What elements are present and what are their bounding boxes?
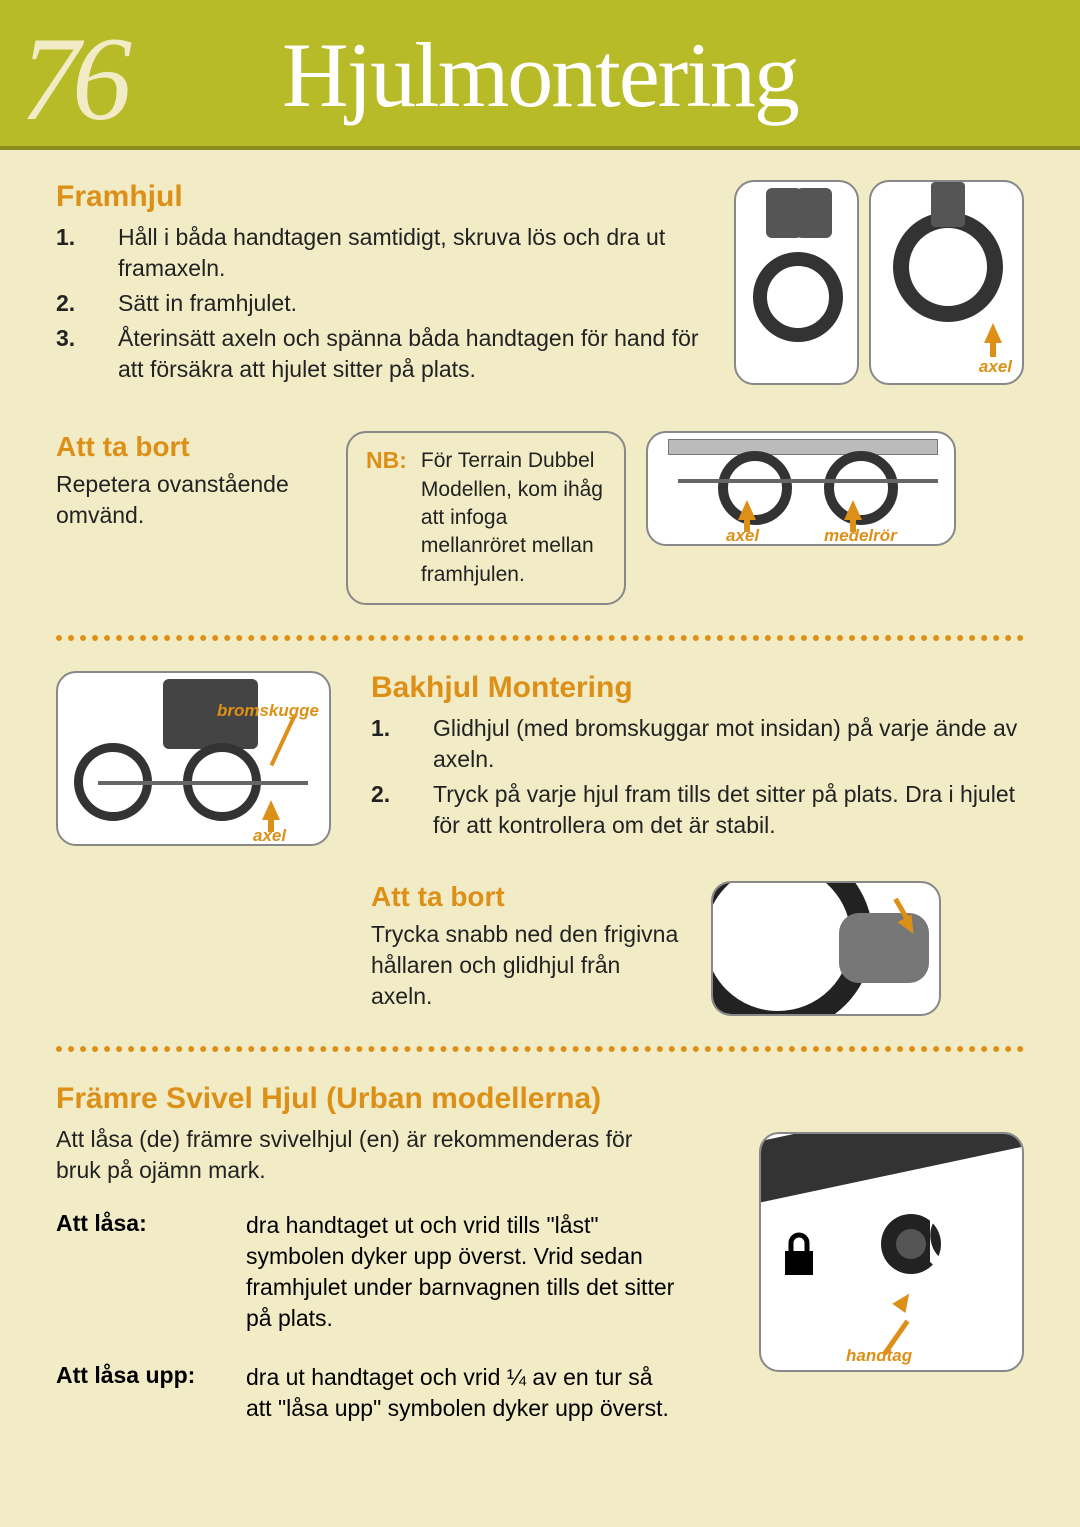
att-ta-bort-body: Repetera ovanstående omvänd. [56,469,326,531]
illus-framhjul-hands [734,180,859,385]
illus-svivel-lock: handtag [759,1132,1024,1372]
step-text: Håll i båda handtagen samtidigt, skruva … [118,222,714,284]
definition-list: Att låsa: dra handtaget ut och vrid till… [56,1210,739,1424]
header-band: 76 Hjulmontering [0,0,1080,150]
illus-terrain-double: axel medelrör [646,431,956,546]
label-handtag: handtag [846,1346,912,1366]
step-text: Tryck på varje hjul fram tills det sitte… [433,779,1024,841]
step-number: 1. [371,713,433,775]
bakhjul-steps: 1.Glidhjul (med bromskuggar mot insidan)… [371,713,1024,841]
step-text: Återinsätt axeln och spänna båda handtag… [118,323,714,385]
step-number: 2. [371,779,433,841]
illus-bakhjul: bromskugge axel [56,671,331,846]
step-text: Sätt in framhjulet. [118,288,297,319]
step-text: Glidhjul (med bromskuggar mot insidan) p… [433,713,1024,775]
lock-icon [779,1229,819,1279]
label-axel-3: axel [253,826,286,846]
label-medelror: medelrör [824,526,897,546]
def-term: Att låsa upp: [56,1362,246,1424]
heading-framhjul: Framhjul [56,180,714,214]
page-number: 76 [20,10,124,148]
illus-remove-rear [711,881,941,1016]
list-item: 2.Tryck på varje hjul fram tills det sit… [371,779,1024,841]
page-title: Hjulmontering [0,0,1080,150]
list-item: 3.Återinsätt axeln och spänna båda handt… [56,323,714,385]
heading-att-ta-bort: Att ta bort [56,431,326,463]
section-svivel: Främre Svivel Hjul (Urban modellerna) At… [56,1082,1024,1452]
heading-svivel: Främre Svivel Hjul (Urban modellerna) [56,1082,739,1116]
divider-1 [56,635,1024,641]
framhjul-steps: 1.Håll i båda handtagen samtidigt, skruv… [56,222,714,385]
list-item: 1.Glidhjul (med bromskuggar mot insidan)… [371,713,1024,775]
nb-text: För Terrain Dubbel Modellen, kom ihåg at… [421,447,606,589]
section-att-ta-bort-top: Att ta bort Repetera ovanstående omvänd.… [56,431,1024,605]
step-number: 1. [56,222,118,284]
def-row: Att låsa upp: dra ut handtaget och vrid … [56,1362,739,1424]
label-bromskugge: bromskugge [217,701,319,721]
nb-label: NB: [366,447,407,589]
heading-att-ta-bort-2: Att ta bort [371,881,681,913]
section-bakhjul: bromskugge axel Bakhjul Montering 1.Glid… [56,671,1024,1016]
def-term: Att låsa: [56,1210,246,1334]
illus-framhjul-axel: axel [869,180,1024,385]
label-axel: axel [979,357,1012,377]
nb-box: NB: För Terrain Dubbel Modellen, kom ihå… [346,431,626,605]
list-item: 1.Håll i båda handtagen samtidigt, skruv… [56,222,714,284]
list-item: 2.Sätt in framhjulet. [56,288,714,319]
step-number: 2. [56,288,118,319]
curve-arrow-icon [930,1194,1010,1284]
step-number: 3. [56,323,118,385]
svivel-intro: Att låsa (de) främre svivelhjul (en) är … [56,1124,676,1186]
heading-bakhjul: Bakhjul Montering [371,671,1024,705]
content-area: Framhjul 1.Håll i båda handtagen samtidi… [0,150,1080,1453]
def-desc: dra handtaget ut och vrid tills "låst" s… [246,1210,676,1334]
def-row: Att låsa: dra handtaget ut och vrid till… [56,1210,739,1334]
label-axel-2: axel [726,526,759,546]
def-desc: dra ut handtaget och vrid ¼ av en tur så… [246,1362,676,1424]
section-framhjul: Framhjul 1.Håll i båda handtagen samtidi… [56,180,1024,389]
remove-body: Trycka snabb ned den frigivna hållaren o… [371,919,681,1012]
divider-2 [56,1046,1024,1052]
